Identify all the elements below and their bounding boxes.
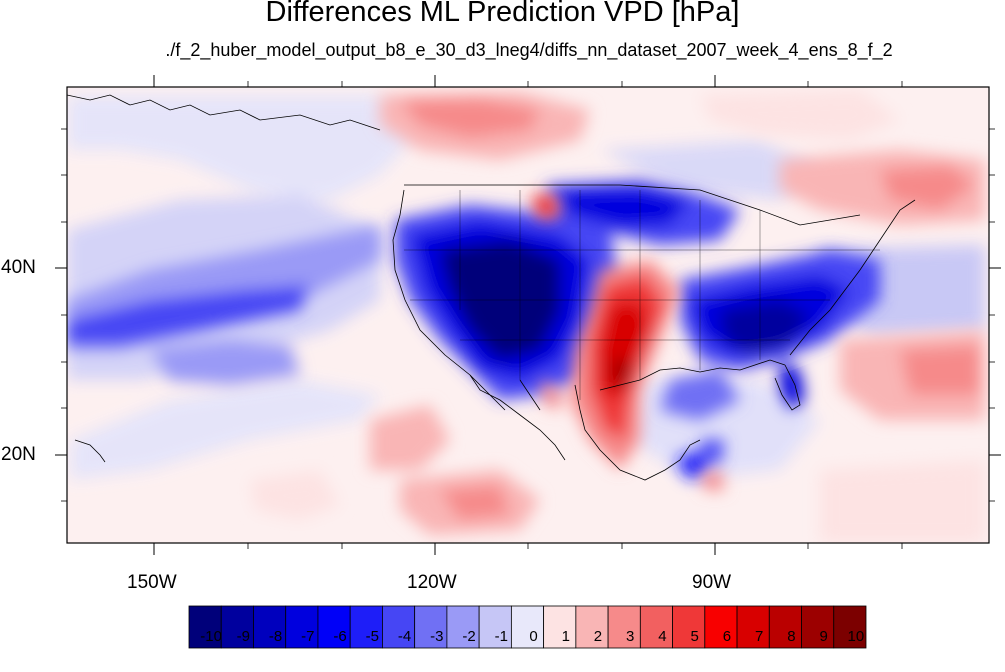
colorbar-swatch bbox=[672, 605, 706, 649]
colorbar-swatch bbox=[704, 605, 738, 649]
colorbar-swatch bbox=[543, 605, 577, 649]
colorbar-tick-label: -6 bbox=[333, 628, 347, 645]
map-subtitle: ./f_2_huber_model_output_b8_e_30_d3_lneg… bbox=[165, 40, 893, 60]
colorbar-tick-label: 5 bbox=[690, 628, 699, 645]
colorbar-swatch bbox=[575, 605, 609, 649]
colorbar-tick-label: -9 bbox=[236, 628, 251, 645]
colorbar-swatch bbox=[833, 605, 867, 649]
colorbar-swatch bbox=[188, 605, 222, 649]
colorbar-tick-label: 3 bbox=[626, 628, 635, 645]
map-title: Differences ML Prediction VPD [hPa] bbox=[265, 0, 740, 28]
colorbar-tick-label: 1 bbox=[561, 628, 570, 645]
colorbar-tick-label: -2 bbox=[462, 628, 476, 645]
colorbar-tick-label: 0 bbox=[529, 628, 538, 645]
colorbar-swatch bbox=[801, 605, 835, 649]
colorbar-swatch bbox=[446, 605, 480, 649]
axis-ticks bbox=[55, 75, 1001, 555]
minor-ticks bbox=[61, 81, 995, 549]
state-borders bbox=[404, 190, 880, 400]
colorbar-tick-label: 9 bbox=[819, 628, 828, 645]
colorbar-tick-label: 6 bbox=[722, 628, 732, 645]
colorbar-tick-label: 10 bbox=[847, 628, 865, 645]
colorbar-swatch bbox=[639, 605, 673, 649]
colorbar-tick-label: 2 bbox=[593, 628, 603, 645]
colorbar-swatch bbox=[253, 605, 287, 649]
colorbar-swatch bbox=[382, 605, 416, 649]
colorbar-tick-label: 7 bbox=[754, 628, 764, 645]
lat-label-20n: 20N bbox=[1, 444, 36, 465]
colorbar-swatch bbox=[349, 605, 383, 649]
colorbar-tick-label: 4 bbox=[658, 628, 667, 645]
lon-label-150w: 150W bbox=[127, 572, 177, 593]
lon-label-120w: 120W bbox=[407, 572, 457, 593]
colorbar-tick-label: -8 bbox=[268, 628, 283, 645]
coastlines bbox=[67, 94, 916, 481]
colorbar-swatch bbox=[317, 605, 351, 649]
colorbar-tick-label: -10 bbox=[200, 628, 222, 645]
colorbar-tick-label: -3 bbox=[430, 628, 444, 645]
colorbar-tick-label: -5 bbox=[365, 628, 379, 645]
colorbar-swatch bbox=[768, 605, 802, 649]
colorbar-tick-label: -7 bbox=[301, 628, 315, 645]
lat-label-40n: 40N bbox=[1, 257, 36, 278]
colorbar-tick-label: -4 bbox=[397, 628, 412, 645]
colorbar-swatch bbox=[736, 605, 770, 649]
colorbar-swatch bbox=[478, 605, 512, 649]
colorbar bbox=[188, 605, 867, 649]
colorbar-tick-label: -1 bbox=[494, 628, 508, 645]
vpd-difference-field bbox=[67, 87, 989, 543]
lon-label-90w: 90W bbox=[692, 572, 732, 593]
colorbar-tick-label: 8 bbox=[787, 628, 796, 645]
